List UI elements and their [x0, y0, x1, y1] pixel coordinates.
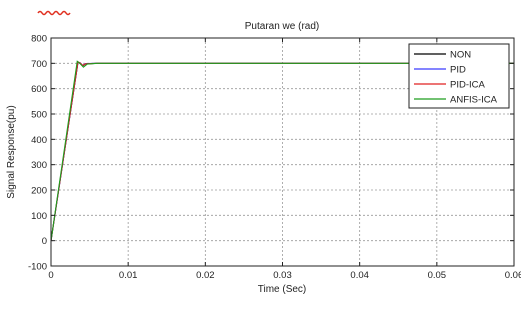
legend-label-anfis-ica: ANFIS-ICA	[450, 95, 498, 106]
legend-label-pid-ica: PID-ICA	[450, 80, 486, 91]
legend-label-pid: PID	[450, 65, 466, 76]
x-tick-label: 0.03	[273, 270, 292, 281]
y-tick-label: 800	[31, 34, 47, 45]
series-lines	[50, 60, 514, 241]
chart-title: Putaran we (rad)	[245, 21, 319, 32]
x-tick-label: 0	[48, 270, 53, 281]
y-tick-label: 400	[31, 135, 47, 146]
legend-label-non: NON	[450, 50, 471, 61]
y-axis-label: Signal Response(pu)	[6, 105, 17, 198]
y-tick-label: -100	[28, 262, 47, 273]
x-tick-label: 0.02	[196, 270, 215, 281]
x-tick-label: 0.01	[119, 270, 138, 281]
y-tick-label: 600	[31, 84, 47, 95]
x-tick-label: 0.05	[428, 270, 447, 281]
x-tick-label: 0.04	[350, 270, 369, 281]
y-tick-label: 0	[42, 236, 47, 247]
red-squiggle-mark	[37, 10, 71, 16]
y-tick-label: 700	[31, 59, 47, 70]
y-tick-label: 500	[31, 110, 47, 121]
y-tick-label: 200	[31, 186, 47, 197]
x-axis-label: Time (Sec)	[258, 284, 307, 295]
y-tick-labels: -100 0 100 200 300 400 500 600 700 800	[28, 34, 47, 273]
legend-box	[408, 43, 510, 109]
y-tick-label: 300	[31, 160, 47, 171]
x-tick-label: 0.06	[505, 270, 521, 281]
tick-marks	[50, 37, 515, 267]
x-tick-labels: 0 0.01 0.02 0.03 0.04 0.05 0.06	[48, 270, 521, 281]
y-tick-label: 100	[31, 211, 47, 222]
series-line-anfis-ica	[50, 60, 514, 241]
legend-entries: NON PID PID-ICA ANFIS-ICA	[414, 50, 498, 106]
legend: NON PID PID-ICA ANFIS-ICA	[408, 43, 510, 109]
